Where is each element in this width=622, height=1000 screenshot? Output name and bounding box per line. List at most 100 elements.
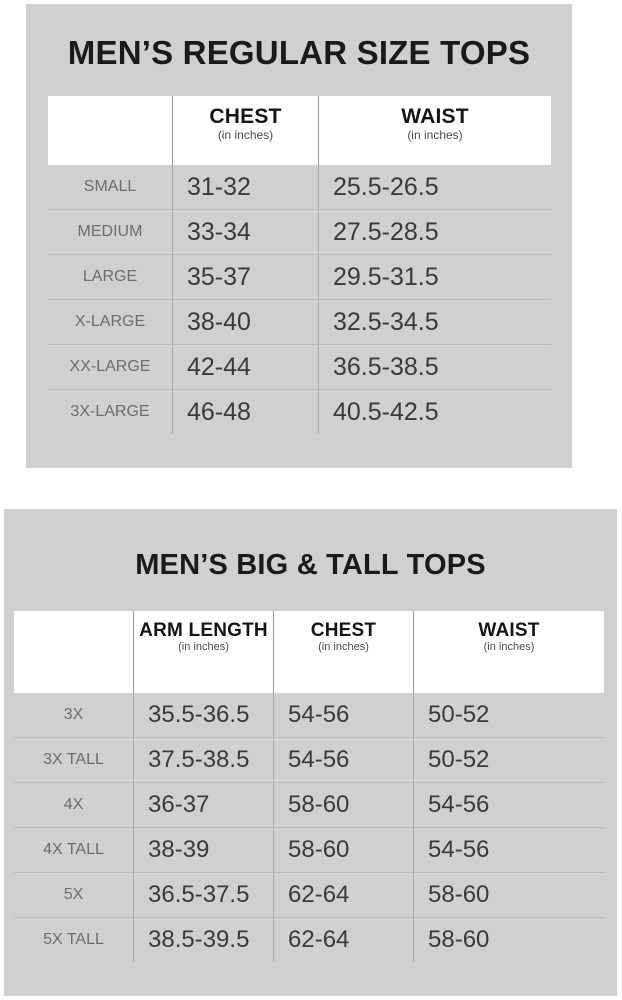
regular-table-body: SMALL 31-32 25.5-26.5 MEDIUM 33-34 27.5-… bbox=[48, 165, 551, 434]
arm-length-value-cell: 37.5-38.5 bbox=[133, 737, 273, 783]
header-sublabel-chest: (in inches) bbox=[318, 641, 369, 654]
waist-value: 50-52 bbox=[413, 738, 604, 782]
arm-length-value: 36-37 bbox=[133, 783, 273, 827]
chest-value-cell: 46-48 bbox=[172, 389, 318, 434]
waist-value-cell: 58-60 bbox=[413, 917, 604, 962]
header-label-waist: WAIST bbox=[478, 620, 540, 641]
chest-value: 38-40 bbox=[172, 300, 318, 344]
header-cell-chest: CHEST (in inches) bbox=[172, 96, 318, 165]
chest-value: 31-32 bbox=[172, 165, 318, 209]
size-label: SMALL bbox=[83, 178, 137, 195]
chest-value-cell: 38-40 bbox=[172, 299, 318, 345]
header-sublabel-arm-length: (in inches) bbox=[178, 641, 229, 654]
waist-value: 29.5-31.5 bbox=[318, 255, 551, 299]
size-label-cell: 5X bbox=[14, 872, 133, 918]
regular-table-header: CHEST (in inches) WAIST (in inches) bbox=[48, 96, 551, 165]
chest-value-cell: 62-64 bbox=[273, 917, 413, 962]
size-label: LARGE bbox=[82, 268, 138, 285]
header-cell-arm-length: ARM LENGTH (in inches) bbox=[133, 611, 273, 693]
size-label-cell: 3X-LARGE bbox=[48, 389, 172, 434]
size-label-cell: 3X bbox=[14, 693, 133, 738]
waist-value: 54-56 bbox=[413, 783, 604, 827]
table-row: X-LARGE 38-40 32.5-34.5 bbox=[48, 299, 551, 345]
header-cell-waist: WAIST (in inches) bbox=[318, 96, 551, 165]
chest-value: 46-48 bbox=[172, 390, 318, 434]
waist-value-cell: 50-52 bbox=[413, 693, 604, 738]
header-label-chest: CHEST bbox=[310, 620, 377, 641]
arm-length-value: 37.5-38.5 bbox=[133, 738, 273, 782]
chest-value-cell: 58-60 bbox=[273, 827, 413, 873]
chest-value: 62-64 bbox=[273, 873, 413, 917]
size-label-cell: 3X TALL bbox=[14, 737, 133, 783]
waist-value-cell: 32.5-34.5 bbox=[318, 299, 551, 345]
size-label: 5X TALL bbox=[43, 931, 104, 948]
size-label-cell: SMALL bbox=[48, 165, 172, 210]
header-sublabel-chest: (in inches) bbox=[217, 128, 274, 143]
bigtall-table-header: ARM LENGTH (in inches) CHEST (in inches)… bbox=[14, 611, 604, 693]
size-label-cell: X-LARGE bbox=[48, 299, 172, 345]
table-row: MEDIUM 33-34 27.5-28.5 bbox=[48, 209, 551, 255]
size-label: 3X bbox=[63, 706, 84, 723]
size-label: X-LARGE bbox=[74, 313, 146, 330]
header-label-waist: WAIST bbox=[401, 105, 469, 128]
big-and-tall-size-chart-panel: MEN’S BIG & TALL TOPS ARM LENGTH (in bbox=[4, 509, 617, 996]
chest-value: 42-44 bbox=[172, 345, 318, 389]
header-sublabel-waist: (in inches) bbox=[407, 128, 463, 143]
chest-value-cell: 54-56 bbox=[273, 737, 413, 783]
header-cell-size bbox=[48, 96, 172, 165]
chest-value-cell: 31-32 bbox=[172, 165, 318, 210]
chest-value: 54-56 bbox=[273, 693, 413, 737]
size-label-cell: MEDIUM bbox=[48, 209, 172, 255]
regular-size-table: CHEST (in inches) WAIST (in inches) SMAL… bbox=[48, 96, 551, 434]
arm-length-value: 38.5-39.5 bbox=[133, 918, 273, 962]
size-label-cell: 5X TALL bbox=[14, 917, 133, 962]
size-label: 4X bbox=[63, 796, 84, 813]
waist-value: 58-60 bbox=[413, 873, 604, 917]
chest-value-cell: 33-34 bbox=[172, 209, 318, 255]
waist-value-cell: 50-52 bbox=[413, 737, 604, 783]
chest-value-cell: 54-56 bbox=[273, 693, 413, 738]
size-label: 3X-LARGE bbox=[70, 403, 150, 420]
table-row: 4X TALL 38-39 58-60 54-56 bbox=[14, 827, 604, 873]
waist-value: 58-60 bbox=[413, 918, 604, 962]
table-row: 3X TALL 37.5-38.5 54-56 50-52 bbox=[14, 737, 604, 783]
table-row: LARGE 35-37 29.5-31.5 bbox=[48, 254, 551, 300]
chest-value-cell: 42-44 bbox=[172, 344, 318, 390]
header-cell-size bbox=[14, 611, 133, 693]
chest-value-cell: 58-60 bbox=[273, 782, 413, 828]
waist-value-cell: 27.5-28.5 bbox=[318, 209, 551, 255]
arm-length-value-cell: 36.5-37.5 bbox=[133, 872, 273, 918]
size-label: 3X TALL bbox=[43, 751, 104, 768]
table-header-row: CHEST (in inches) WAIST (in inches) bbox=[48, 96, 551, 165]
header-cell-waist: WAIST (in inches) bbox=[413, 611, 604, 693]
size-label-cell: 4X TALL bbox=[14, 827, 133, 873]
waist-value: 32.5-34.5 bbox=[318, 300, 551, 344]
waist-value: 25.5-26.5 bbox=[318, 165, 551, 209]
waist-value-cell: 54-56 bbox=[413, 827, 604, 873]
arm-length-value-cell: 38-39 bbox=[133, 827, 273, 873]
waist-value: 50-52 bbox=[413, 693, 604, 737]
size-label-cell: LARGE bbox=[48, 254, 172, 300]
page-title-regular: MEN’S REGULAR SIZE TOPS bbox=[67, 34, 531, 71]
waist-value-cell: 54-56 bbox=[413, 782, 604, 828]
table-row: 5X TALL 38.5-39.5 62-64 58-60 bbox=[14, 917, 604, 962]
chest-value-cell: 62-64 bbox=[273, 872, 413, 918]
page-title-bigtall: MEN’S BIG & TALL TOPS bbox=[135, 549, 486, 581]
header-sublabel-waist: (in inches) bbox=[483, 641, 535, 654]
chest-value: 58-60 bbox=[273, 783, 413, 827]
arm-length-value-cell: 35.5-36.5 bbox=[133, 693, 273, 738]
chest-value-cell: 35-37 bbox=[172, 254, 318, 300]
table-row: 3X-LARGE 46-48 40.5-42.5 bbox=[48, 389, 551, 434]
header-label-chest: CHEST bbox=[209, 105, 282, 128]
arm-length-value-cell: 36-37 bbox=[133, 782, 273, 828]
waist-value-cell: 40.5-42.5 bbox=[318, 389, 551, 434]
table-row: 5X 36.5-37.5 62-64 58-60 bbox=[14, 872, 604, 918]
table-row: 3X 35.5-36.5 54-56 50-52 bbox=[14, 693, 604, 738]
table-row: XX-LARGE 42-44 36.5-38.5 bbox=[48, 344, 551, 390]
size-label-cell: 4X bbox=[14, 782, 133, 828]
chest-value: 62-64 bbox=[273, 918, 413, 962]
chest-value: 35-37 bbox=[172, 255, 318, 299]
waist-value: 36.5-38.5 bbox=[318, 345, 551, 389]
bigtall-table-body: 3X 35.5-36.5 54-56 50-52 3X TALL 37.5-38… bbox=[14, 693, 604, 962]
arm-length-value: 38-39 bbox=[133, 828, 273, 872]
